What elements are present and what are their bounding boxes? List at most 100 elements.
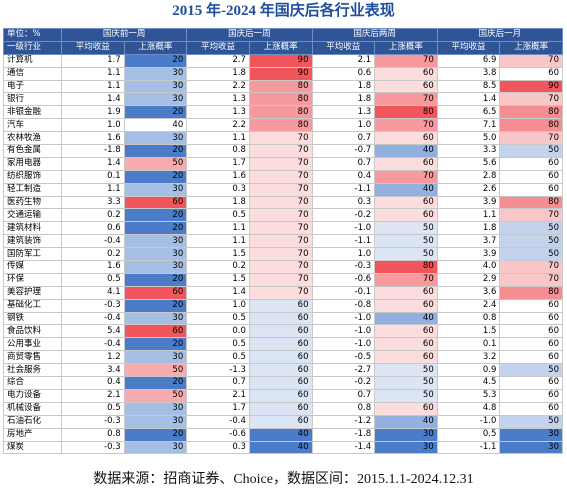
avg-return: 5.6 bbox=[436, 156, 501, 171]
avg-return: 2.1 bbox=[311, 53, 376, 68]
up-probability: 50 bbox=[499, 414, 563, 429]
industry-name: 综合 bbox=[3, 376, 62, 390]
avg-return: -0.5 bbox=[311, 350, 376, 365]
avg-return: -0.6 bbox=[311, 272, 376, 287]
avg-return: 3.9 bbox=[436, 247, 501, 262]
avg-return: 0.5 bbox=[186, 311, 250, 326]
up-probability: 20 bbox=[123, 221, 188, 236]
header-cell: 平均收益 bbox=[436, 40, 501, 55]
avg-return: -1.0 bbox=[311, 311, 376, 326]
up-probability: 80 bbox=[248, 105, 313, 120]
avg-return: 3.2 bbox=[436, 350, 501, 365]
data-row: 钢铁 -0.4 30 0.5 60 -1.0 40 0.8 60 bbox=[3, 311, 563, 326]
industry-name: 医药生物 bbox=[3, 195, 62, 210]
data-row: 国防军工 0.2 30 1.5 70 1.0 50 3.9 50 bbox=[3, 247, 563, 262]
up-probability: 80 bbox=[499, 118, 563, 133]
industry-name: 家用电器 bbox=[3, 156, 62, 171]
header-cell: 国庆后一周 bbox=[186, 28, 313, 42]
avg-return: 0.8 bbox=[186, 144, 250, 158]
avg-return: 1.4 bbox=[61, 92, 125, 107]
up-probability: 30 bbox=[374, 427, 438, 442]
footer: 数据来源：招商证券、Choice，数据区间：2015.1.1-2024.12.3… bbox=[93, 472, 474, 487]
avg-return: 0.2 bbox=[61, 208, 125, 223]
up-probability: 60 bbox=[248, 298, 313, 313]
data-row: 轻工制造 1.1 30 0.3 70 -1.1 40 2.6 60 bbox=[3, 182, 563, 197]
avg-return: 1.1 bbox=[436, 208, 501, 223]
up-probability: 60 bbox=[374, 350, 438, 365]
data-row: 食品饮料 5.4 60 0.0 60 -1.0 60 1.5 60 bbox=[3, 324, 563, 339]
data-row: 基础化工 -0.3 20 1.0 60 -0.8 60 2.4 60 bbox=[3, 298, 563, 313]
avg-return: 3.9 bbox=[436, 195, 501, 210]
up-probability: 40 bbox=[374, 414, 438, 429]
up-probability: 70 bbox=[374, 272, 438, 287]
up-probability: 60 bbox=[499, 324, 563, 339]
up-probability: 60 bbox=[374, 79, 438, 94]
industry-name: 银行 bbox=[3, 92, 62, 107]
avg-return: 2.4 bbox=[436, 298, 501, 313]
up-probability: 60 bbox=[248, 337, 313, 352]
avg-return: 0.8 bbox=[436, 311, 501, 326]
up-probability: 60 bbox=[499, 169, 563, 184]
up-probability: 70 bbox=[499, 272, 563, 287]
up-probability: 70 bbox=[248, 221, 313, 236]
avg-return: 1.6 bbox=[61, 260, 125, 274]
header-cell: 平均收益 bbox=[311, 40, 376, 55]
avg-return: 7.1 bbox=[436, 118, 501, 133]
up-probability: 60 bbox=[374, 131, 438, 146]
avg-return: 1.1 bbox=[61, 79, 125, 94]
avg-return: 3.4 bbox=[61, 363, 125, 378]
avg-return: -0.4 bbox=[61, 337, 125, 352]
avg-return: 1.0 bbox=[311, 247, 376, 262]
industry-name: 轻工制造 bbox=[3, 182, 62, 197]
avg-return: -1.1 bbox=[311, 182, 376, 197]
avg-return: 2.1 bbox=[186, 388, 250, 403]
up-probability: 50 bbox=[123, 388, 188, 403]
industry-name: 非银金融 bbox=[3, 105, 62, 120]
avg-return: -1.0 bbox=[436, 414, 501, 429]
avg-return: 0.7 bbox=[311, 131, 376, 146]
avg-return: 0.1 bbox=[436, 337, 501, 352]
data-row: 综合 0.4 20 0.7 60 -0.2 50 4.5 60 bbox=[3, 376, 563, 390]
avg-return: 0.7 bbox=[186, 376, 250, 390]
data-row: 电力设备 2.1 50 2.1 60 0.7 50 5.3 60 bbox=[3, 388, 563, 403]
industry-name: 社会服务 bbox=[3, 363, 62, 378]
up-probability: 80 bbox=[374, 105, 438, 120]
data-row: 有色金属 -1.8 20 0.8 70 -0.7 40 3.3 50 bbox=[3, 144, 563, 158]
industry-name: 电子 bbox=[3, 79, 62, 94]
header-row: 一级行业 平均收益 上涨概率 平均收益 上涨概率 平均收益 上涨概率 平均收益 上涨概率 bbox=[3, 40, 563, 55]
up-probability: 40 bbox=[374, 182, 438, 197]
up-probability: 50 bbox=[499, 221, 563, 236]
up-probability: 90 bbox=[248, 66, 313, 81]
up-probability: 30 bbox=[123, 247, 188, 262]
avg-return: 1.3 bbox=[186, 92, 250, 107]
up-probability: 60 bbox=[374, 401, 438, 416]
up-probability: 80 bbox=[499, 285, 563, 300]
avg-return: 1.0 bbox=[311, 118, 376, 133]
up-probability: 30 bbox=[123, 92, 188, 107]
avg-return: 0.1 bbox=[61, 169, 125, 184]
data-row: 医药生物 3.3 60 1.8 70 0.3 60 3.9 80 bbox=[3, 195, 563, 210]
avg-return: 3.3 bbox=[61, 195, 125, 210]
up-probability: 60 bbox=[374, 337, 438, 352]
up-probability: 60 bbox=[374, 156, 438, 171]
avg-return: 6.9 bbox=[436, 53, 501, 68]
up-probability: 80 bbox=[248, 79, 313, 94]
avg-return: 1.5 bbox=[186, 247, 250, 262]
industry-name: 煤炭 bbox=[3, 440, 62, 455]
up-probability: 20 bbox=[123, 298, 188, 313]
up-probability: 30 bbox=[123, 311, 188, 326]
header-cell: 上涨概率 bbox=[499, 40, 563, 55]
industry-name: 机械设备 bbox=[3, 401, 62, 416]
up-probability: 60 bbox=[499, 350, 563, 365]
up-probability: 80 bbox=[248, 92, 313, 107]
up-probability: 30 bbox=[123, 440, 188, 455]
avg-return: 0.0 bbox=[186, 324, 250, 339]
avg-return: 2.6 bbox=[436, 182, 501, 197]
avg-return: 3.3 bbox=[436, 144, 501, 158]
industry-name: 计算机 bbox=[3, 53, 62, 68]
avg-return: 2.2 bbox=[186, 79, 250, 94]
up-probability: 50 bbox=[374, 376, 438, 390]
up-probability: 30 bbox=[499, 440, 563, 455]
up-probability: 70 bbox=[248, 144, 313, 158]
data-row: 非银金融 1.9 20 1.3 80 1.3 80 6.5 80 bbox=[3, 105, 563, 120]
